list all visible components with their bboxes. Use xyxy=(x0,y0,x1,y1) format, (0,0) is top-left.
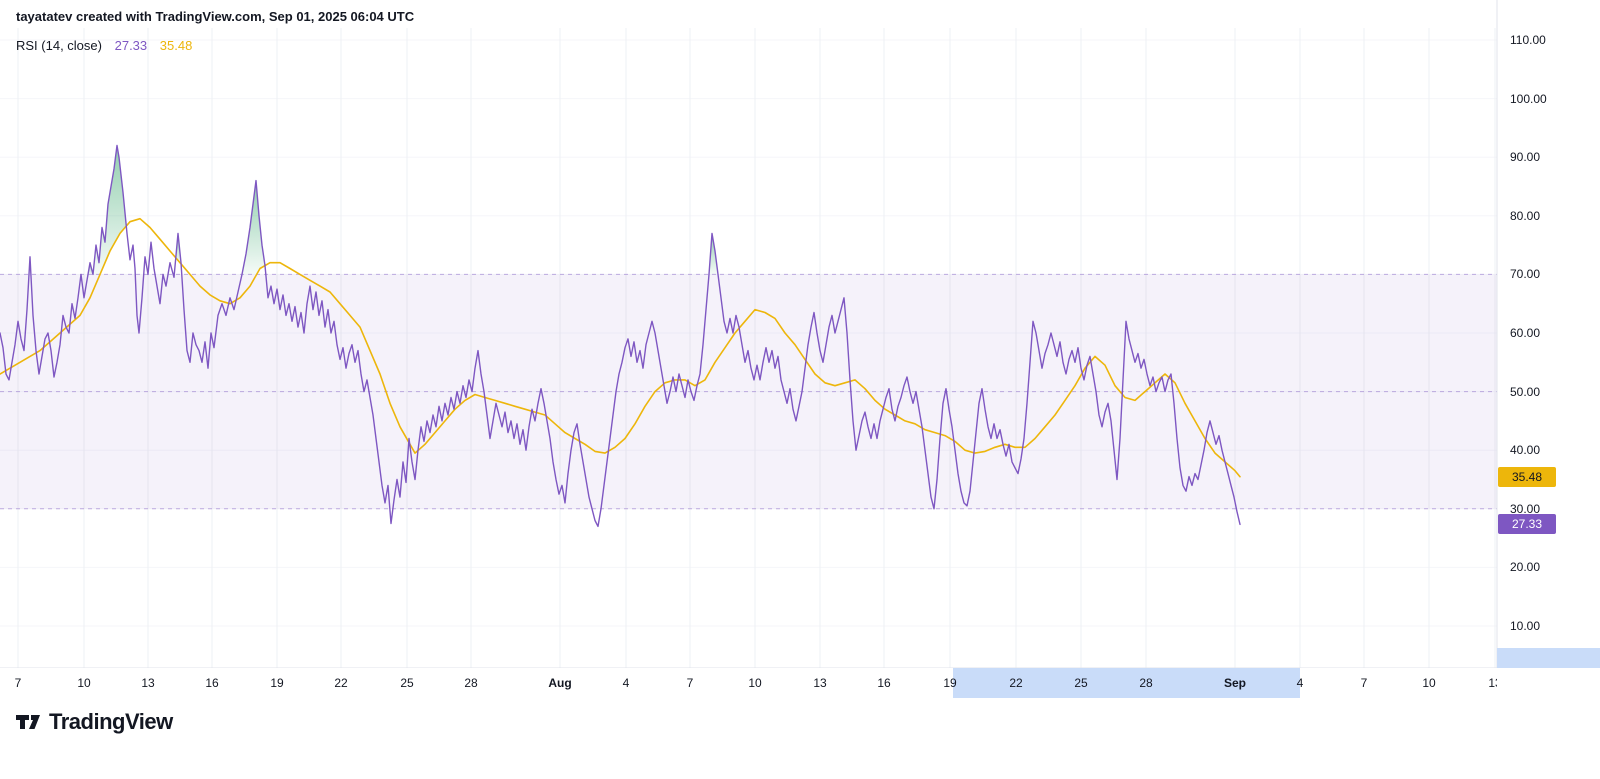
indicator-label: RSI (14, close) xyxy=(16,38,102,53)
time-axis-label: 28 xyxy=(464,676,478,690)
ma-line xyxy=(0,217,1241,478)
time-axis[interactable]: 7 10 13 16 19 22 25 28 Aug 4 7 10 13 16 19 22 25 28 Sep 4 7 1… xyxy=(0,668,1600,698)
tradingview-logo[interactable]: TradingView xyxy=(14,708,173,736)
price-axis-label: 70.00 xyxy=(1510,267,1541,282)
time-axis-label: 13 xyxy=(1488,676,1497,690)
time-range-highlight xyxy=(953,668,1300,698)
time-axis-label: 22 xyxy=(334,676,348,690)
price-axis-label: 60.00 xyxy=(1510,326,1541,340)
time-axis-label: 16 xyxy=(205,676,219,690)
price-axis-label: 20.00 xyxy=(1510,560,1541,575)
time-axis-label: 4 xyxy=(1296,676,1304,690)
price-axis-label: 50.00 xyxy=(1510,384,1541,399)
time-axis-label: 7 xyxy=(1360,676,1368,690)
time-axis-label: 13 xyxy=(141,676,155,690)
time-axis-label: 16 xyxy=(877,676,891,690)
ma-value: 35.48 xyxy=(159,38,193,53)
time-axis-label: 25 xyxy=(1074,676,1088,690)
price-axis-highlight xyxy=(1497,648,1600,668)
time-axis-label: 7 xyxy=(14,676,22,690)
price-axis-label: 30.00 xyxy=(1510,501,1541,516)
price-axis-label: 10.00 xyxy=(1510,619,1541,633)
time-axis-label: 4 xyxy=(622,676,630,690)
price-axis-label: 40.00 xyxy=(1510,443,1541,458)
rsi-value-badge: 27.33 xyxy=(1498,514,1556,535)
time-axis-label: 13 xyxy=(813,676,827,690)
rsi-value: 27.33 xyxy=(114,38,148,53)
overbought-fill xyxy=(242,180,265,275)
rsi-line xyxy=(0,144,1241,528)
time-axis-label: 7 xyxy=(686,676,694,690)
indicator-legend[interactable]: RSI (14, close) 27.33 35.48 xyxy=(16,38,192,53)
price-axis-label: 110.00 xyxy=(1510,33,1546,47)
tradingview-logo-icon xyxy=(16,715,40,729)
tradingview-logo-text: TradingView xyxy=(49,709,173,734)
time-axis-label: Sep xyxy=(1223,676,1247,690)
price-axis-label: 80.00 xyxy=(1510,208,1541,223)
time-axis-label: 28 xyxy=(1139,676,1153,690)
time-axis-label: 19 xyxy=(943,676,957,690)
chart-title: tayatatev created with TradingView.com, … xyxy=(16,9,415,24)
price-axis-label: 100.00 xyxy=(1510,91,1547,106)
price-axis-label: 90.00 xyxy=(1510,150,1541,165)
time-axis-labels: 7 10 13 16 19 22 25 28 Aug 4 7 10 13 16 19 22 25 28 Sep 4 7 1… xyxy=(0,668,1497,698)
time-axis-label: 19 xyxy=(270,676,284,690)
price-axis[interactable]: 110.00 100.00 90.00 80.00 70.00 60.00 50.00 40.… xyxy=(1497,0,1600,668)
ma-value-badge: 35.48 xyxy=(1498,466,1556,487)
time-axis-label: 10 xyxy=(77,676,91,690)
time-axis-label: Aug xyxy=(548,676,572,690)
time-axis-label: 25 xyxy=(400,676,414,690)
rsi-band xyxy=(0,274,1497,509)
time-axis-label: 10 xyxy=(1422,676,1436,690)
time-axis-label: 22 xyxy=(1009,676,1023,690)
time-axis-label: 10 xyxy=(748,676,762,690)
